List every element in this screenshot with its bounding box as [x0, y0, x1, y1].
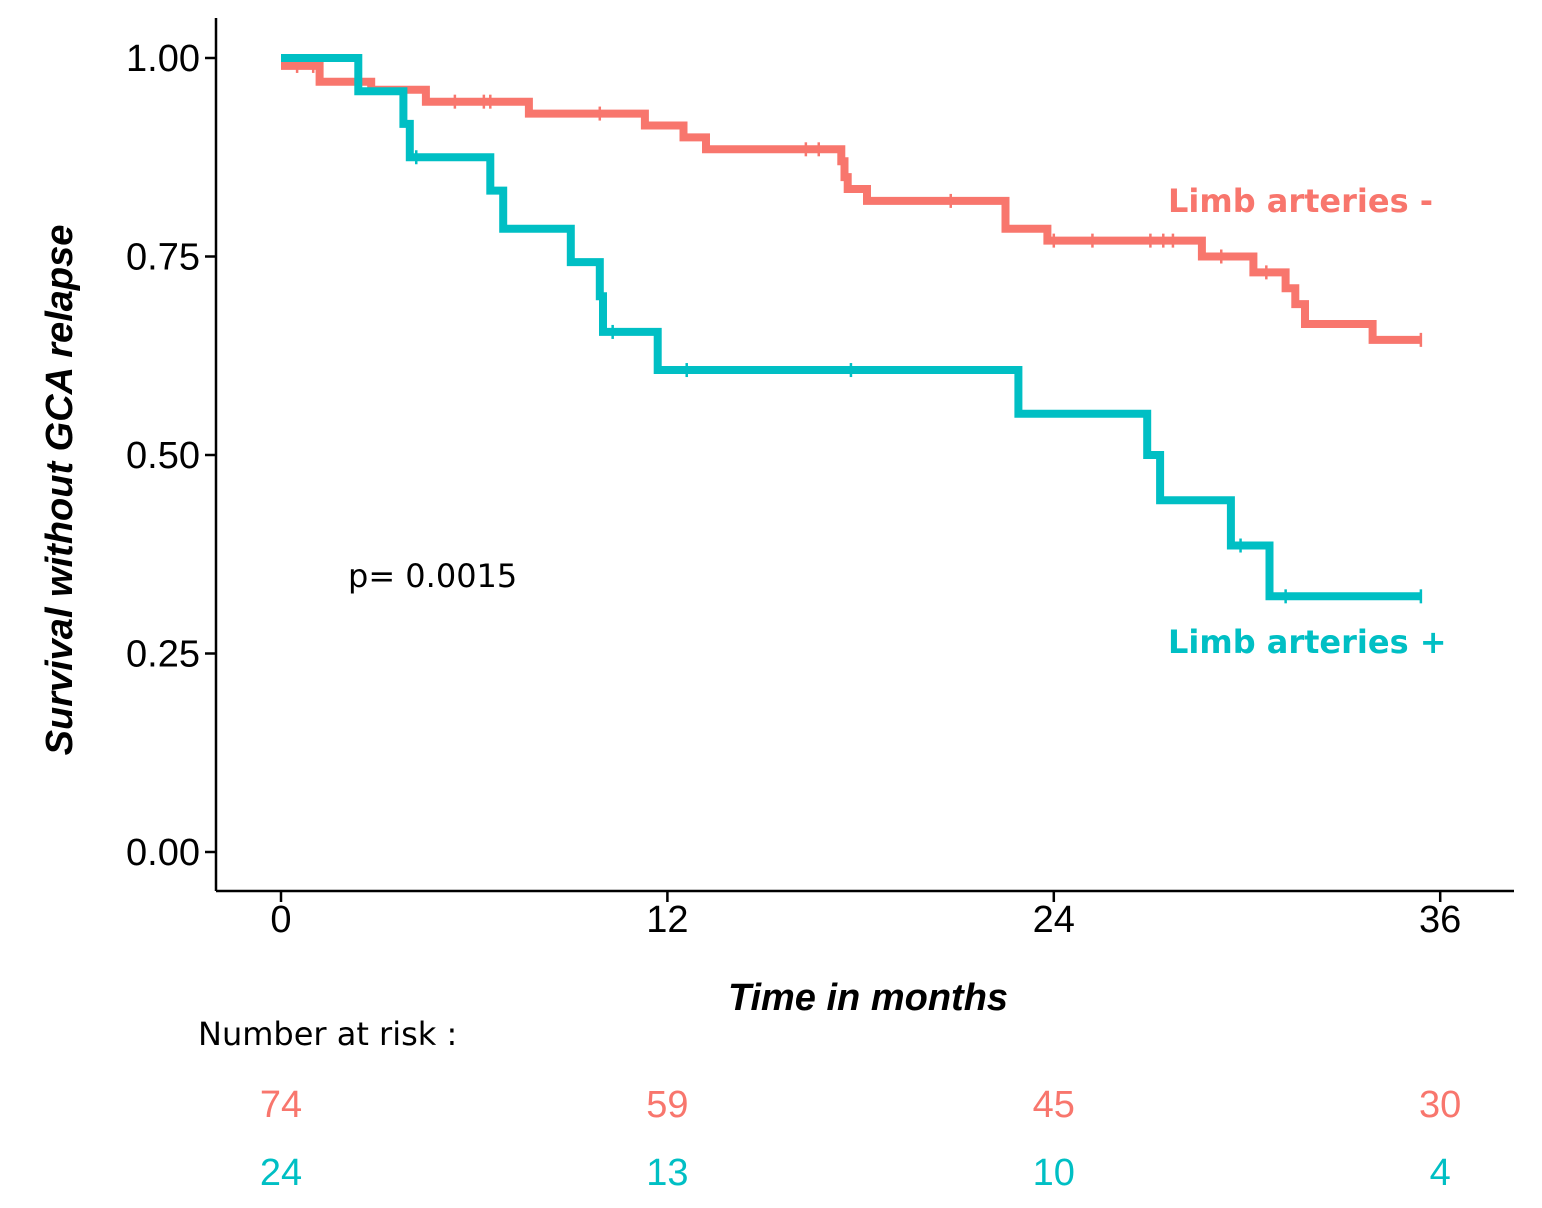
- x-tick-label: 12: [646, 899, 688, 941]
- group-label-negative: Limb arteries -: [1168, 182, 1433, 220]
- y-tick-label: 0.00: [126, 832, 200, 874]
- risk-count: 24: [260, 1152, 302, 1194]
- risk-count: 10: [1033, 1152, 1075, 1194]
- y-axis-title: Survival without GCA relapse: [39, 225, 81, 756]
- risk-count: 30: [1419, 1084, 1461, 1126]
- risk-count: 59: [646, 1084, 688, 1126]
- x-ticks: 0 12 24 36: [270, 891, 1461, 941]
- risk-table-title: Number at risk :: [198, 1015, 457, 1053]
- y-ticks: 0.00 0.25 0.50 0.75 1.00: [126, 38, 216, 874]
- y-tick-label: 0.25: [126, 634, 200, 676]
- risk-table: 74 59 45 30 24 13 10 4: [260, 1084, 1461, 1194]
- y-tick-label: 0.75: [126, 237, 200, 279]
- y-tick-label: 1.00: [126, 38, 200, 80]
- risk-count: 13: [646, 1152, 688, 1194]
- series-layer: [281, 54, 1423, 604]
- group-label-positive: Limb arteries +: [1168, 623, 1447, 661]
- x-tick-label: 24: [1033, 899, 1075, 941]
- p-value-annotation: p= 0.0015: [348, 557, 517, 595]
- series-line-limb-arteries-positive: [281, 54, 1421, 601]
- x-axis-title: Time in months: [728, 977, 1008, 1019]
- risk-count: 74: [260, 1084, 302, 1126]
- x-tick-label: 0: [270, 899, 291, 941]
- risk-count: 4: [1430, 1152, 1451, 1194]
- y-tick-label: 0.50: [126, 435, 200, 477]
- series-line-limb-arteries-negative: [281, 61, 1421, 344]
- x-tick-label: 36: [1419, 899, 1461, 941]
- risk-count: 45: [1033, 1084, 1075, 1126]
